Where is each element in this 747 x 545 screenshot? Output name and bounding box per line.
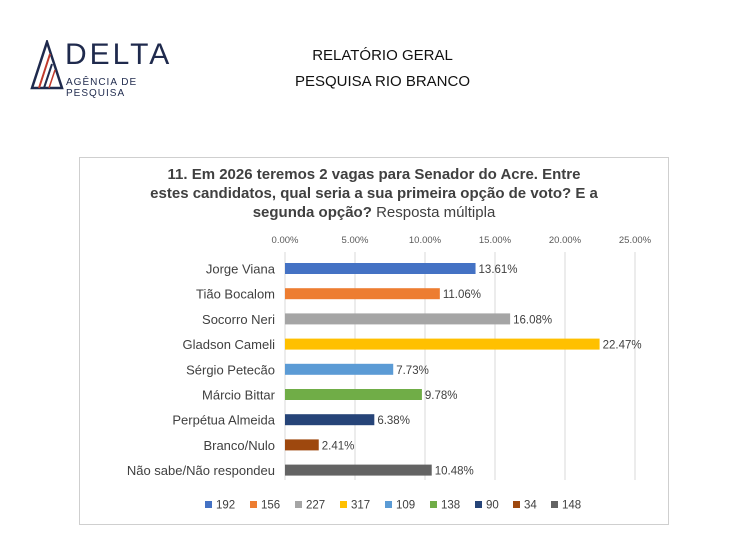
value-label: 9.78%: [425, 390, 458, 402]
legend-swatch: [250, 501, 257, 508]
chart-title-note: Resposta múltipla: [376, 204, 496, 221]
legend-label: 138: [441, 500, 460, 512]
report-header: RELATÓRIO GERAL PESQUISA RIO BRANCO: [280, 43, 485, 95]
delta-logo-mark: [30, 40, 64, 90]
brand-name: DELTA: [65, 38, 173, 71]
value-label: 6.38%: [377, 415, 410, 427]
legend-label: 192: [216, 500, 235, 512]
category-label: Socorro Neri: [202, 312, 275, 327]
value-label: 7.73%: [396, 365, 429, 377]
value-label: 16.08%: [513, 314, 552, 326]
bar-socorro-neri: [285, 313, 511, 325]
x-tick-label: 5.00%: [342, 235, 369, 246]
legend-swatch: [551, 501, 558, 508]
bar-s-rgio-petec-o: [285, 363, 394, 375]
legend-swatch: [385, 501, 392, 508]
bar-jorge-viana: [285, 263, 476, 274]
category-label: Márcio Bittar: [202, 388, 276, 403]
value-label: 2.41%: [322, 440, 355, 452]
category-label: Branco/Nulo: [203, 438, 275, 453]
value-label: 22.47%: [603, 340, 642, 352]
legend-label: 227: [306, 500, 325, 512]
chart-container: 11. Em 2026 teremos 2 vagas para Senador…: [79, 157, 669, 525]
legend-swatch: [205, 501, 212, 508]
bar-branco-nulo: [285, 439, 319, 451]
legend-swatch: [340, 501, 347, 508]
legend-label: 156: [261, 500, 280, 512]
legend-swatch: [430, 501, 437, 508]
x-tick-label: 20.00%: [549, 235, 582, 246]
bar-gladson-cameli: [285, 338, 600, 350]
report-title: RELATÓRIO GERAL: [312, 47, 453, 64]
legend-label: 317: [351, 500, 370, 512]
legend-label: 109: [396, 500, 415, 512]
chart-title-line-3: segunda opção?: [252, 204, 372, 221]
chart-title-line-1: 11. Em 2026 teremos 2 vagas para Senador…: [167, 166, 581, 183]
x-tick-label: 10.00%: [409, 235, 442, 246]
legend-swatch: [513, 501, 520, 508]
bar-ti-o-bocalom: [285, 288, 440, 300]
value-label: 10.48%: [435, 466, 474, 478]
bar-n-o-sabe-n-o-respondeu: [285, 464, 432, 476]
category-label: Não sabe/Não respondeu: [127, 463, 275, 478]
chart-title-line-2: estes candidatos, qual seria a sua prime…: [150, 185, 598, 202]
bar-chart: 0.00% 5.00% 10.00% 15.00% 20.00% 25.00% Jorge …: [127, 235, 652, 512]
category-label: Sérgio Petecão: [186, 362, 275, 377]
value-label: 11.06%: [443, 289, 481, 301]
brand-tagline: AGÊNCIA DE PESQUISA: [66, 77, 138, 99]
legend-label: 90: [486, 500, 499, 512]
legend-label: 148: [562, 500, 581, 512]
x-tick-label: 15.00%: [479, 235, 512, 246]
legend-swatch: [475, 501, 482, 508]
category-label: Tião Bocalom: [196, 287, 275, 302]
category-label: Perpétua Almeida: [172, 413, 275, 428]
legend-swatch: [295, 501, 302, 508]
legend-label: 34: [524, 500, 537, 512]
category-label: Jorge Viana: [206, 262, 276, 277]
bar-m-rcio-bittar: [285, 389, 422, 400]
report-subtitle: PESQUISA RIO BRANCO: [294, 73, 471, 90]
value-label: 13.61%: [479, 264, 518, 276]
chart-title: 11. Em 2026 teremos 2 vagas para Senador…: [80, 165, 668, 222]
category-label: Gladson Cameli: [183, 337, 276, 352]
x-tick-label: 25.00%: [619, 235, 652, 246]
delta-logo: DELTA AGÊNCIA DE PESQUISA: [30, 38, 169, 99]
bar-perp-tua-almeida: [285, 414, 375, 426]
x-tick-label: 0.00%: [272, 235, 299, 246]
